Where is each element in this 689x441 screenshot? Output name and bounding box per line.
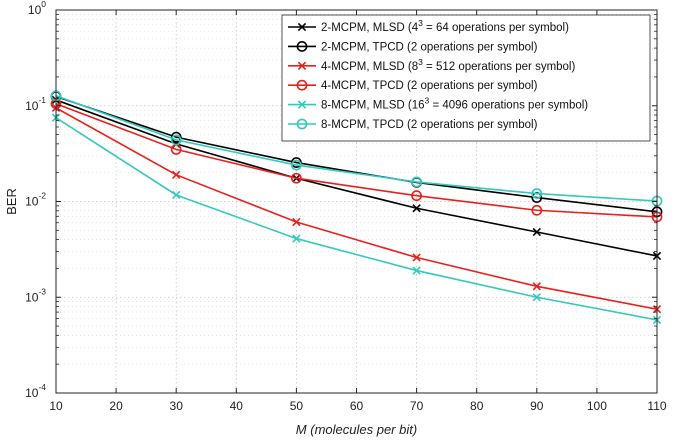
data-point xyxy=(411,176,422,188)
x-tick-label: 110 xyxy=(647,399,666,413)
x-tick-label: 10 xyxy=(49,399,63,413)
legend-entry-5: 8-MCPM, MLSD (163 = 4096 operations per … xyxy=(288,96,588,112)
series-line xyxy=(55,95,658,202)
y-tick-label: 10-3 xyxy=(25,286,46,304)
legend-marker xyxy=(297,61,307,70)
data-point xyxy=(412,253,421,262)
legend-entry-3: 4-MCPM, MLSD (83 = 512 operations per sy… xyxy=(288,57,575,73)
x-tick-label: 70 xyxy=(410,399,424,413)
legend-marker xyxy=(297,22,307,32)
data-point xyxy=(412,266,421,275)
data-point xyxy=(531,204,543,216)
x-tick-label: 90 xyxy=(530,399,544,413)
legend-label: 8-MCPM, TPCD (2 operations per symbol) xyxy=(321,119,538,131)
data-point xyxy=(170,134,182,146)
legend-label: 8-MCPM, MLSD (163 = 4096 operations per … xyxy=(321,96,588,112)
y-tick-label: 100 xyxy=(28,0,46,17)
data-point xyxy=(292,217,301,227)
data-point xyxy=(531,188,543,199)
series-group xyxy=(50,90,663,325)
x-axis-label: M (molecules per bit) xyxy=(296,422,417,437)
data-point xyxy=(532,282,541,291)
data-point xyxy=(411,190,422,202)
legend-label: 4-MCPM, MLSD (83 = 512 operations per sy… xyxy=(321,57,575,73)
series-line xyxy=(55,95,658,213)
x-tick-label: 100 xyxy=(587,399,607,413)
legend-entry-4: 4-MCPM, TPCD (2 operations per symbol) xyxy=(288,79,538,92)
legend-marker xyxy=(296,79,308,91)
legend: 2-MCPM, MLSD (43 = 64 operations per sym… xyxy=(281,14,651,142)
x-axis-label-rest: (molecules per bit) xyxy=(307,422,418,437)
legend-label: 2-MCPM, TPCD (2 operations per symbol) xyxy=(321,41,538,53)
y-tick-label: 10-1 xyxy=(25,95,46,113)
data-point xyxy=(292,234,301,243)
x-tick-label: 30 xyxy=(170,399,184,413)
y-tick-label: 10-2 xyxy=(25,191,46,209)
x-tick-label: 60 xyxy=(350,399,364,413)
legend-label: 4-MCPM, TPCD (2 operations per symbol) xyxy=(321,80,538,92)
series-line xyxy=(55,99,658,257)
legend-box xyxy=(281,14,651,142)
series-line xyxy=(55,107,658,310)
legend-marker xyxy=(296,41,308,52)
data-point xyxy=(172,190,181,200)
x-tick-label: 40 xyxy=(230,399,244,413)
x-tick-label: 50 xyxy=(290,399,304,413)
data-point xyxy=(412,204,421,213)
x-tick-label: 20 xyxy=(109,399,123,413)
series-line xyxy=(55,102,658,218)
x-tick-label: 80 xyxy=(470,399,484,413)
legend-entry-2: 2-MCPM, TPCD (2 operations per symbol) xyxy=(288,41,538,53)
legend-entry-6: 8-MCPM, TPCD (2 operations per symbol) xyxy=(288,118,538,131)
y-tick-label: 10-4 xyxy=(25,382,46,400)
data-point xyxy=(172,170,181,179)
legend-marker xyxy=(296,118,308,130)
legend-marker xyxy=(297,100,307,109)
data-point xyxy=(532,227,541,237)
x-axis-label-variable: M xyxy=(296,422,307,437)
data-point xyxy=(290,172,302,184)
axes: 10 20 30 40 50 60 70 80 90 100 110 10-4 10-3 10-2 10-1… xyxy=(25,0,667,413)
legend-label: 2-MCPM, MLSD (43 = 64 operations per sym… xyxy=(321,18,569,34)
y-axis-label: BER xyxy=(4,188,19,215)
legend-entry-1: 2-MCPM, MLSD (43 = 64 operations per sym… xyxy=(288,18,569,34)
data-point xyxy=(290,159,302,171)
series-line xyxy=(55,117,658,321)
data-point xyxy=(532,293,541,302)
